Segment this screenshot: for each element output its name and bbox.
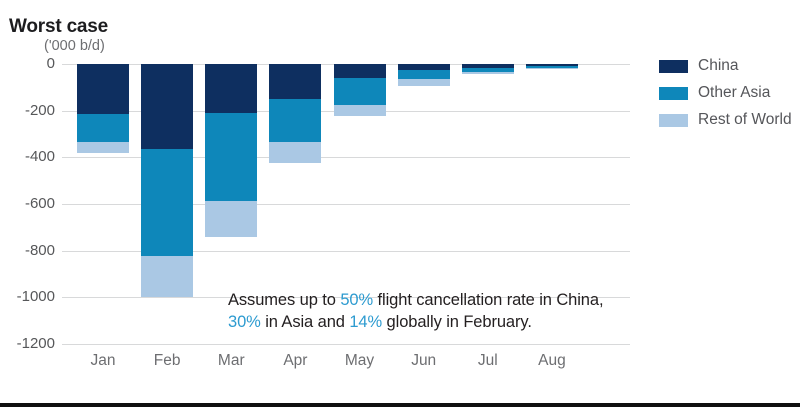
annotation-line: Assumes up to 50% flight cancellation ra… bbox=[228, 289, 604, 311]
annotation-accent-value: 14% bbox=[349, 313, 383, 331]
bar-segment bbox=[461, 67, 514, 73]
annotation-text: globally in February. bbox=[382, 313, 532, 331]
annotation-accent-value: 50% bbox=[340, 291, 374, 309]
bar-segment bbox=[77, 114, 129, 143]
bar-aug bbox=[525, 64, 578, 70]
annotation: Assumes up to 50% flight cancellation ra… bbox=[228, 289, 604, 333]
bar-segment bbox=[269, 64, 322, 99]
x-axis-label: Mar bbox=[217, 352, 245, 369]
bar-segment bbox=[397, 64, 450, 70]
bar-feb bbox=[141, 64, 194, 298]
y-axis-label: -1000 bbox=[16, 288, 55, 306]
annotation-accent-value: 30% bbox=[228, 313, 261, 331]
bar-segment bbox=[269, 142, 322, 164]
bar-segment bbox=[397, 69, 450, 80]
bar-segment bbox=[205, 64, 258, 113]
bar-mar bbox=[205, 64, 258, 237]
y-axis-label: -800 bbox=[24, 241, 55, 259]
annotation-line: 30% in Asia and 14% globally in February… bbox=[228, 311, 603, 333]
y-axis-label: -1200 bbox=[16, 335, 55, 352]
bar-segment bbox=[525, 67, 578, 70]
bar-may bbox=[333, 64, 386, 117]
bar-segment bbox=[525, 65, 578, 68]
x-axis-label: Apr bbox=[283, 352, 308, 369]
bar-jan bbox=[77, 64, 129, 153]
gridline bbox=[62, 297, 630, 299]
x-axis-label: Feb bbox=[153, 352, 181, 369]
x-axis-label: Aug bbox=[538, 352, 566, 369]
gridline bbox=[62, 204, 630, 205]
legend-item-rest-of-world: Rest of World bbox=[659, 111, 792, 129]
gridline bbox=[62, 344, 630, 345]
bar-segment bbox=[141, 256, 194, 298]
annotation-text: flight cancellation rate in China, bbox=[373, 291, 604, 309]
bar-segment bbox=[525, 64, 578, 66]
bar-segment bbox=[77, 64, 129, 115]
bar-segment bbox=[77, 142, 129, 153]
bar-segment bbox=[397, 79, 450, 87]
bar-jun bbox=[397, 64, 450, 87]
y-axis-label: 0 bbox=[46, 55, 55, 72]
plot-area bbox=[62, 64, 630, 345]
bar-segment bbox=[205, 113, 258, 201]
legend-item-other-asia: Other Asia bbox=[659, 84, 792, 102]
x-axis-label: Jul bbox=[477, 352, 498, 369]
bar-segment bbox=[141, 149, 194, 257]
bar-segment bbox=[141, 64, 194, 150]
gridline bbox=[62, 157, 630, 159]
unit-label: ('000 b/d) bbox=[44, 38, 105, 54]
legend-label: Other Asia bbox=[698, 84, 771, 101]
gridline bbox=[62, 250, 630, 252]
annotation-text: Assumes up to bbox=[228, 291, 341, 309]
legend-label: China bbox=[698, 57, 739, 74]
bar-segment bbox=[269, 99, 322, 143]
bar-segment bbox=[333, 78, 386, 105]
y-axis-label: -600 bbox=[24, 195, 55, 212]
x-axis-label: Jan bbox=[90, 352, 116, 369]
legend-swatch bbox=[659, 86, 688, 100]
legend-swatch bbox=[659, 113, 688, 127]
bar-segment bbox=[461, 72, 514, 75]
legend-label: Rest of World bbox=[698, 111, 792, 128]
bar-apr bbox=[269, 64, 322, 164]
bar-segment bbox=[333, 64, 386, 78]
y-axis-label: -400 bbox=[24, 148, 55, 166]
legend-item-china: China bbox=[659, 57, 792, 75]
y-axis-label: -200 bbox=[24, 101, 55, 119]
bar-segment bbox=[205, 200, 258, 237]
chart-title: Worst case bbox=[9, 16, 109, 37]
x-axis-label: Jun bbox=[411, 352, 437, 369]
x-axis-label: May bbox=[344, 352, 375, 369]
bar-segment bbox=[333, 104, 386, 117]
bar-segment bbox=[461, 64, 514, 68]
legend: China Other Asia Rest of World bbox=[659, 57, 792, 138]
annotation-text: in Asia and bbox=[260, 313, 350, 331]
bar-jul bbox=[461, 64, 514, 75]
footer-rule bbox=[0, 403, 800, 407]
legend-swatch bbox=[659, 59, 688, 73]
